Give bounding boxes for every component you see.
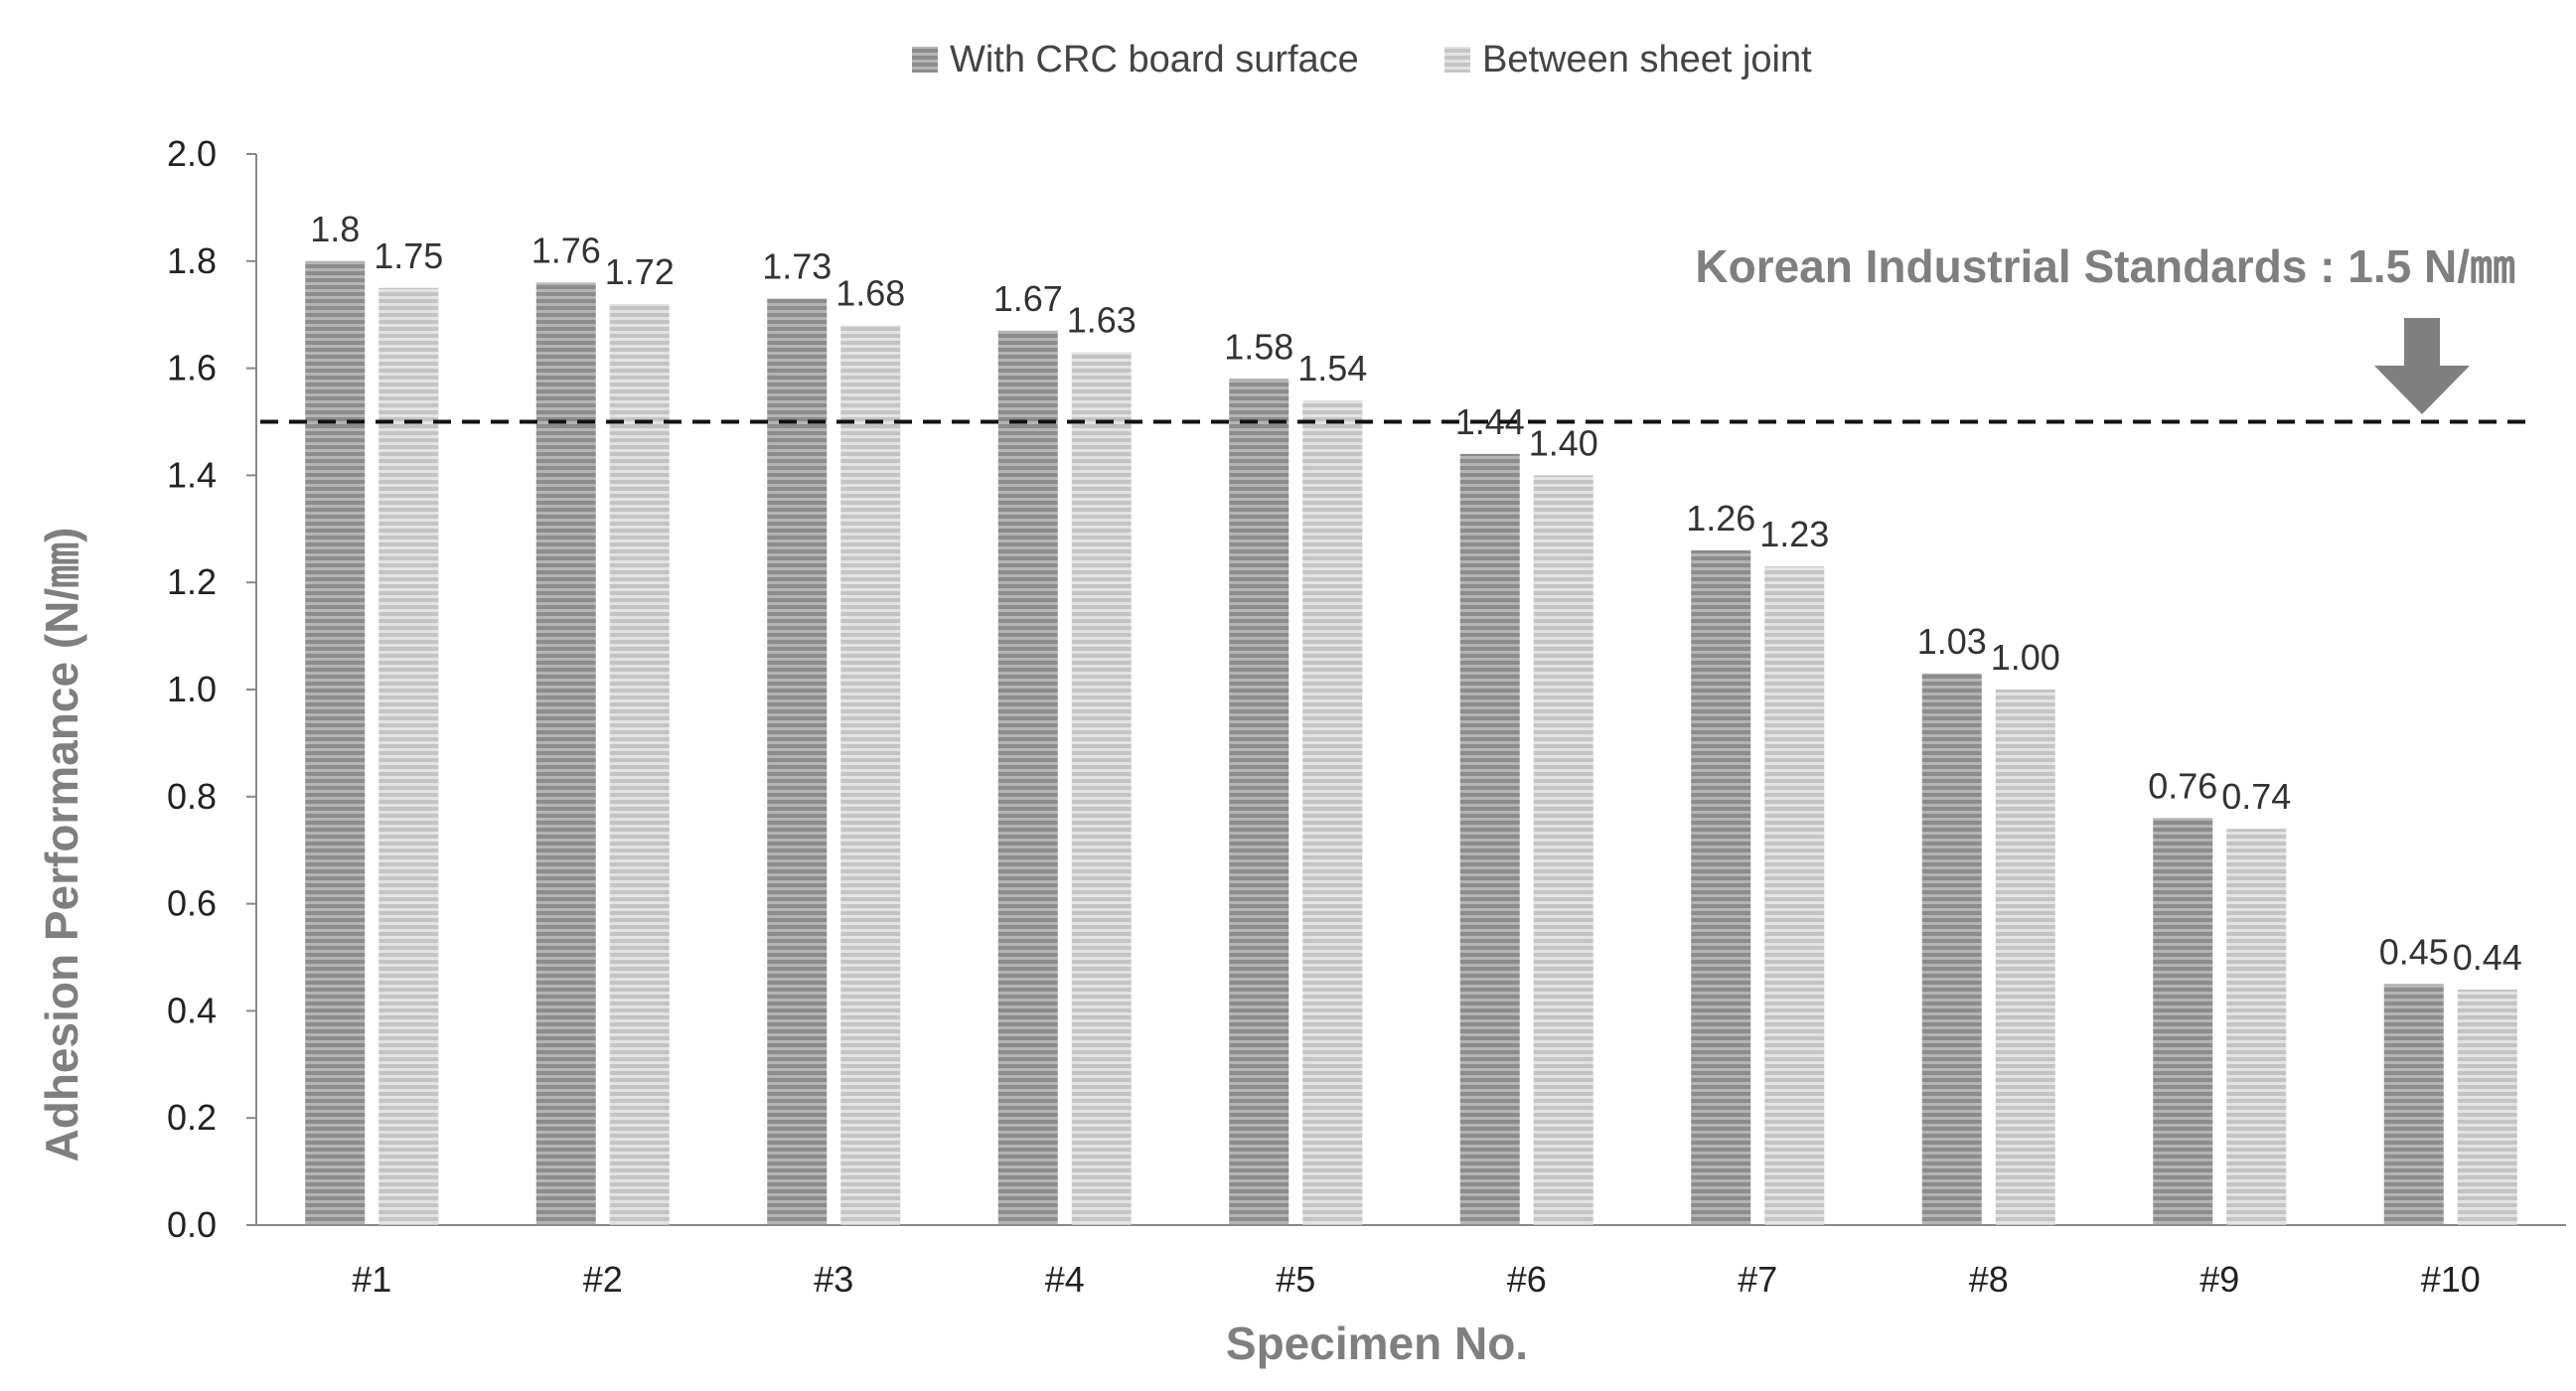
- down-arrow-icon: [2374, 318, 2470, 414]
- legend-label-series-1: With CRC board surface: [950, 39, 1359, 80]
- reference-annotation: Korean Industrial Standards : 1.5 N/㎜: [1695, 240, 2515, 292]
- y-tick-label: 0.6: [167, 883, 217, 924]
- bar-series-2-specimen-1: [379, 287, 439, 1225]
- bar-series-1-specimen-4: [997, 330, 1058, 1225]
- bar-series-1-specimen-8: [1921, 673, 1982, 1225]
- bar-series-1-specimen-6: [1459, 453, 1520, 1226]
- x-tick-label: #5: [1276, 1259, 1315, 1300]
- data-label: 1.58: [1224, 326, 1293, 367]
- y-tick-label: 0.0: [167, 1204, 217, 1245]
- y-tick-label: 1.8: [167, 240, 217, 281]
- data-label: 0.45: [2379, 931, 2449, 972]
- bars: [305, 260, 2517, 1226]
- data-label: 0.74: [2221, 776, 2291, 817]
- x-tick-label: #6: [1507, 1259, 1547, 1300]
- data-label: 1.54: [1297, 348, 1367, 388]
- x-tick-label: #4: [1045, 1259, 1085, 1300]
- data-label: 1.40: [1529, 422, 1598, 463]
- data-label: 1.23: [1759, 514, 1829, 554]
- bar-series-1-specimen-2: [535, 282, 596, 1225]
- legend-swatch-series-2: [1444, 47, 1470, 73]
- bar-series-1-specimen-1: [305, 260, 366, 1225]
- data-label: 1.75: [374, 235, 443, 276]
- data-label: 1.26: [1686, 498, 1755, 539]
- y-tick-label: 0.8: [167, 776, 217, 817]
- x-tick-label: #7: [1738, 1259, 1777, 1300]
- data-label: 1.00: [1991, 637, 2060, 678]
- y-tick-label: 2.0: [167, 133, 217, 174]
- bar-series-2-specimen-2: [609, 303, 670, 1225]
- data-label: 0.44: [2453, 937, 2522, 978]
- x-tick-label: #3: [814, 1259, 853, 1300]
- x-tick-label: #9: [2199, 1259, 2239, 1300]
- y-ticks: 0.0 0.2 0.4 0.6 0.8 1.0 1.2 1.4 1.6 1.8 2.0: [167, 133, 256, 1245]
- bar-series-1-specimen-9: [2153, 818, 2213, 1225]
- data-label: 1.73: [762, 246, 832, 287]
- y-tick-label: 1.2: [167, 561, 217, 602]
- bar-series-2-specimen-5: [1302, 399, 1363, 1225]
- y-tick-label: 0.2: [167, 1097, 217, 1138]
- bar-series-2-specimen-8: [1995, 690, 2055, 1225]
- bar-series-2-specimen-9: [2226, 829, 2287, 1225]
- x-tick-label: #2: [583, 1259, 623, 1300]
- data-label: 1.76: [531, 230, 601, 270]
- x-tick-label: #10: [2421, 1259, 2481, 1300]
- data-label: 1.8: [310, 209, 360, 249]
- data-label: 1.67: [993, 278, 1063, 319]
- bar-series-1-specimen-5: [1229, 379, 1289, 1225]
- y-tick-label: 0.4: [167, 990, 217, 1030]
- data-label: 1.72: [605, 251, 675, 292]
- bar-series-2-specimen-10: [2457, 989, 2517, 1225]
- bar-series-1-specimen-10: [2383, 984, 2444, 1225]
- bar-series-1-specimen-3: [767, 298, 828, 1225]
- y-tick-label: 1.6: [167, 348, 217, 388]
- data-labels: 1.8 1.75 1.761.72 1.731.68 1.671.63 1.581.54 1…: [310, 209, 2522, 978]
- y-axis-title: Adhesion Performance (N/㎜): [36, 528, 87, 1162]
- x-ticks: #1 #2 #3 #4 #5 #6 #7 #8 #9 #10: [352, 1259, 2481, 1300]
- data-label: 1.63: [1067, 299, 1136, 340]
- bar-series-1-specimen-7: [1691, 549, 1751, 1225]
- legend-swatch-series-1: [912, 47, 938, 73]
- data-label: 1.03: [1917, 621, 1987, 662]
- legend: With CRC board surface Between sheet joi…: [912, 39, 1812, 80]
- x-tick-label: #1: [352, 1259, 391, 1300]
- legend-label-series-2: Between sheet joint: [1482, 39, 1812, 80]
- data-label: 0.76: [2148, 765, 2217, 806]
- bar-series-2-specimen-6: [1533, 475, 1593, 1225]
- bar-series-2-specimen-7: [1764, 566, 1825, 1225]
- y-tick-label: 1.0: [167, 669, 217, 709]
- bar-series-2-specimen-3: [840, 325, 901, 1226]
- data-label: 1.68: [835, 272, 905, 313]
- y-tick-label: 1.4: [167, 454, 217, 495]
- x-axis-title: Specimen No.: [1226, 1317, 1528, 1369]
- bar-series-2-specimen-4: [1071, 352, 1132, 1225]
- x-tick-label: #8: [1969, 1259, 2009, 1300]
